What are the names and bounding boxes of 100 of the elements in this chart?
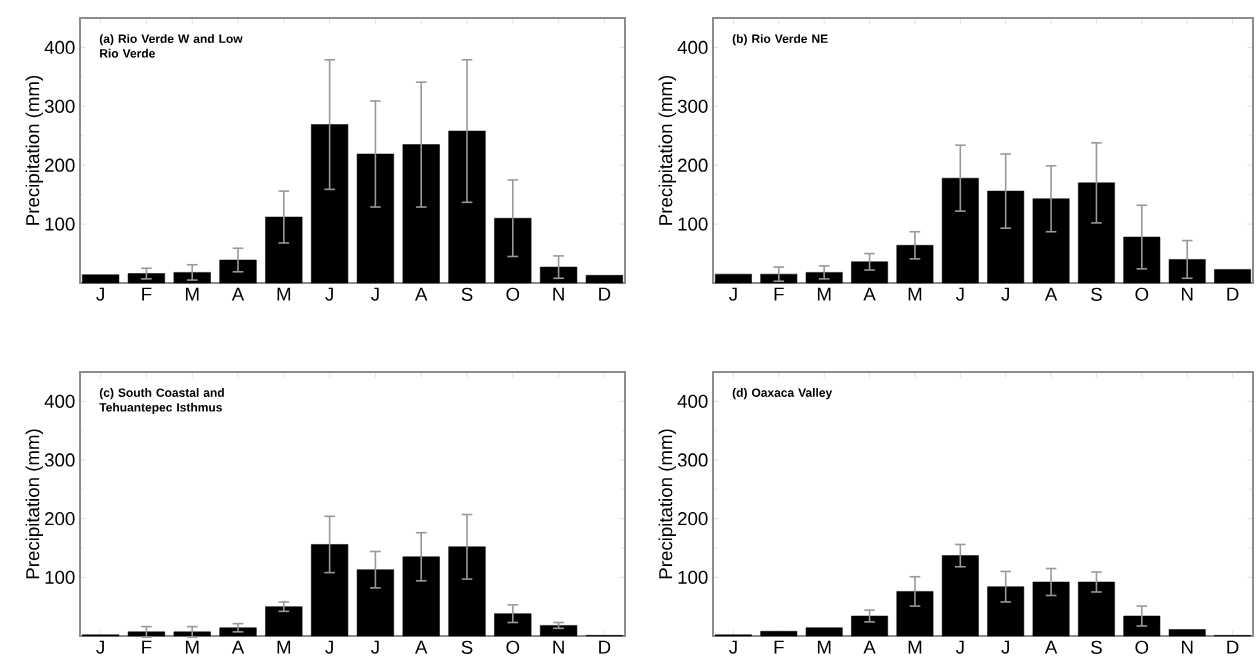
bar bbox=[402, 556, 440, 637]
bar bbox=[941, 555, 979, 637]
x-tick-label: J bbox=[729, 640, 737, 654]
x-tick-label: O bbox=[1135, 287, 1149, 301]
y-tick-label: 100 bbox=[678, 570, 708, 584]
bar bbox=[219, 627, 257, 637]
bar bbox=[941, 177, 979, 284]
bar bbox=[715, 273, 752, 284]
x-tick-label: M bbox=[817, 287, 831, 301]
x-tick-label: J bbox=[325, 287, 333, 301]
bar bbox=[402, 144, 440, 284]
x-tick-label: O bbox=[506, 287, 520, 301]
x-tick-label: S bbox=[461, 640, 473, 654]
bar bbox=[265, 216, 303, 284]
bar bbox=[127, 631, 166, 637]
x-tick-label: M bbox=[908, 640, 922, 654]
bar bbox=[311, 544, 349, 637]
x-tick-label: M bbox=[277, 640, 291, 654]
bar bbox=[127, 273, 166, 284]
x-tick-label: J bbox=[955, 640, 964, 654]
y-tick-label: 400 bbox=[44, 40, 75, 55]
bar bbox=[1214, 269, 1251, 284]
bar bbox=[1078, 581, 1115, 637]
x-tick-label: F bbox=[774, 287, 784, 301]
x-tick-label: J bbox=[96, 287, 104, 301]
bar bbox=[760, 273, 798, 284]
x-tick-label: M bbox=[817, 640, 831, 654]
x-tick-label: S bbox=[461, 287, 473, 301]
y-tick-label: 300 bbox=[44, 99, 75, 113]
x-tick-label: A bbox=[863, 287, 876, 301]
x-tick-label: A bbox=[231, 640, 245, 654]
x-tick-label: F bbox=[142, 640, 152, 654]
x-tick-label: A bbox=[863, 640, 876, 654]
y-axis-title: Precipitation (mm) bbox=[658, 75, 676, 225]
bar bbox=[805, 627, 843, 637]
bar bbox=[219, 259, 257, 284]
y-axis-title: Precipitation (mm) bbox=[25, 75, 43, 225]
y-axis-title: Precipitation (mm) bbox=[658, 429, 676, 579]
bar bbox=[1032, 198, 1070, 284]
x-tick-label: N bbox=[553, 287, 564, 301]
bar bbox=[1032, 581, 1070, 637]
x-tick-label: N bbox=[553, 640, 564, 654]
y-tick-label: 200 bbox=[678, 512, 708, 526]
y-tick-label: 400 bbox=[44, 394, 75, 408]
bar bbox=[896, 245, 934, 284]
bar bbox=[311, 124, 349, 284]
x-tick-label: J bbox=[1001, 287, 1009, 301]
x-tick-label: D bbox=[599, 640, 611, 654]
bar bbox=[805, 272, 843, 284]
bar bbox=[82, 274, 120, 284]
bar bbox=[760, 631, 798, 637]
bar bbox=[987, 586, 1025, 637]
y-tick-label: 200 bbox=[45, 158, 75, 172]
bar bbox=[585, 275, 623, 284]
x-tick-label: M bbox=[185, 287, 199, 301]
bar bbox=[987, 190, 1025, 284]
bar bbox=[896, 591, 934, 637]
x-tick-label: J bbox=[371, 287, 379, 301]
y-tick-label: 400 bbox=[677, 40, 708, 55]
x-tick-label: F bbox=[774, 640, 784, 654]
x-tick-label: O bbox=[506, 640, 520, 654]
text: (b) Rio Verde NE bbox=[732, 34, 828, 46]
bar bbox=[1078, 182, 1115, 284]
x-tick-label: A bbox=[231, 287, 245, 301]
bar bbox=[173, 272, 211, 284]
x-tick-label: A bbox=[415, 640, 428, 654]
bar bbox=[851, 261, 888, 284]
bar bbox=[356, 153, 394, 284]
x-tick-label: A bbox=[1044, 287, 1058, 301]
x-tick-label: J bbox=[371, 640, 379, 654]
x-tick-label: A bbox=[1044, 640, 1058, 654]
x-tick-label: N bbox=[1181, 287, 1193, 301]
bar bbox=[448, 546, 486, 637]
x-tick-label: J bbox=[955, 287, 964, 301]
bar bbox=[173, 631, 211, 637]
y-axis-title: Precipitation (mm) bbox=[25, 429, 43, 579]
x-tick-label: A bbox=[415, 287, 428, 301]
x-tick-label: D bbox=[599, 287, 611, 301]
bar bbox=[540, 266, 578, 284]
bar bbox=[448, 130, 486, 284]
x-tick-label: J bbox=[325, 640, 333, 654]
y-tick-label: 100 bbox=[678, 217, 708, 231]
y-tick-label: 300 bbox=[44, 453, 75, 467]
y-tick-label: 400 bbox=[677, 394, 708, 408]
text: (c) South Coastal and Tehuantepec Isthmus bbox=[99, 388, 224, 414]
y-tick-label: 300 bbox=[677, 99, 708, 113]
x-tick-label: N bbox=[1181, 640, 1193, 654]
bar bbox=[356, 569, 394, 637]
bar bbox=[1123, 615, 1161, 637]
y-tick-label: 200 bbox=[678, 158, 708, 172]
bar bbox=[265, 606, 303, 637]
bar bbox=[494, 613, 532, 637]
x-tick-label: M bbox=[277, 287, 291, 301]
x-tick-label: M bbox=[908, 287, 922, 301]
x-tick-label: M bbox=[185, 640, 199, 654]
bar bbox=[851, 615, 888, 637]
x-tick-label: S bbox=[1091, 640, 1102, 654]
x-tick-label: J bbox=[1001, 640, 1009, 654]
x-tick-label: J bbox=[729, 287, 737, 301]
y-tick-label: 100 bbox=[45, 570, 75, 584]
